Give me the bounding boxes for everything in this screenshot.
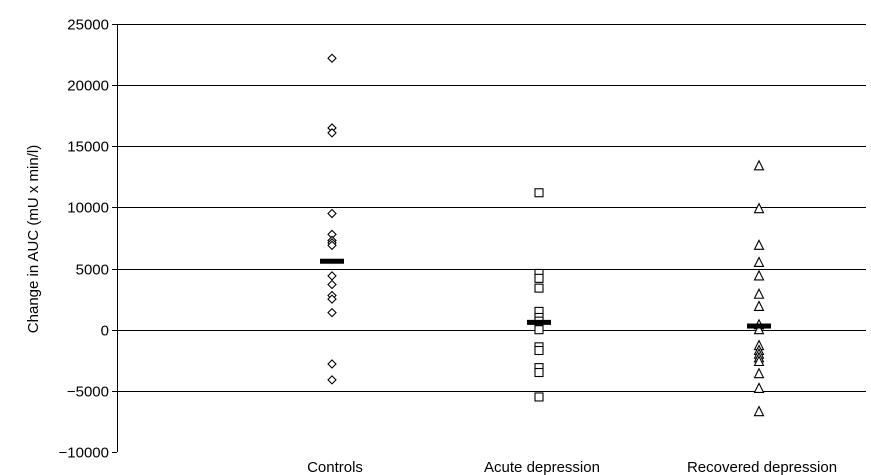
data-point-square — [534, 392, 544, 402]
data-point-diamond — [327, 128, 337, 138]
y-tick-labels: −10000 −5000 0 5000 10000 15000 20000 25000 — [59, 17, 109, 462]
data-points — [327, 53, 765, 417]
data-point-triangle — [753, 382, 765, 393]
mean-bar — [527, 319, 551, 325]
data-point-diamond — [327, 294, 337, 304]
category-labels: Controls Acute depression Recovered depres… — [307, 459, 837, 475]
mean-bar — [320, 258, 344, 264]
data-point-diamond — [327, 359, 337, 369]
data-point-diamond — [327, 375, 337, 385]
data-point-triangle — [753, 323, 765, 335]
data-point-triangle — [753, 159, 765, 171]
category-label: Recovered depression — [687, 459, 837, 475]
data-point-square — [534, 367, 544, 378]
data-point-diamond — [327, 53, 337, 64]
y-tick-label: −5000 — [67, 384, 109, 401]
data-point-triangle — [753, 202, 765, 214]
y-tick-label: 0 — [101, 323, 109, 340]
data-point-square — [534, 273, 544, 283]
y-axis-title: Change in AUC (mU x min/l) — [25, 145, 42, 333]
data-point-triangle — [753, 269, 765, 281]
mean-markers — [320, 258, 771, 329]
data-point-square — [534, 188, 544, 198]
axes — [112, 24, 118, 453]
data-point-triangle — [753, 355, 765, 367]
data-point-diamond — [327, 271, 337, 281]
data-point-triangle — [753, 405, 765, 417]
data-point-diamond — [327, 240, 337, 251]
category-label: Controls — [307, 459, 363, 475]
data-point-triangle — [753, 300, 765, 312]
data-point-square — [534, 345, 544, 356]
data-point-square — [534, 283, 544, 293]
data-point-square — [534, 325, 544, 335]
y-tick-label: 10000 — [67, 200, 109, 217]
y-tick-label: 20000 — [67, 78, 109, 95]
category-label: Acute depression — [484, 459, 600, 475]
data-point-diamond — [327, 208, 337, 219]
data-point-triangle — [753, 239, 765, 250]
gridlines — [117, 24, 866, 392]
data-point-triangle — [753, 288, 765, 299]
y-tick-label: 5000 — [76, 262, 109, 279]
y-tick-label: 15000 — [67, 139, 109, 156]
data-point-diamond — [327, 307, 337, 318]
y-tick-label: 25000 — [67, 17, 109, 34]
data-point-triangle — [753, 367, 765, 379]
data-point-diamond — [327, 279, 337, 290]
y-tick-label: −10000 — [59, 445, 109, 462]
data-point-triangle — [753, 256, 765, 268]
mean-bar — [747, 323, 771, 329]
